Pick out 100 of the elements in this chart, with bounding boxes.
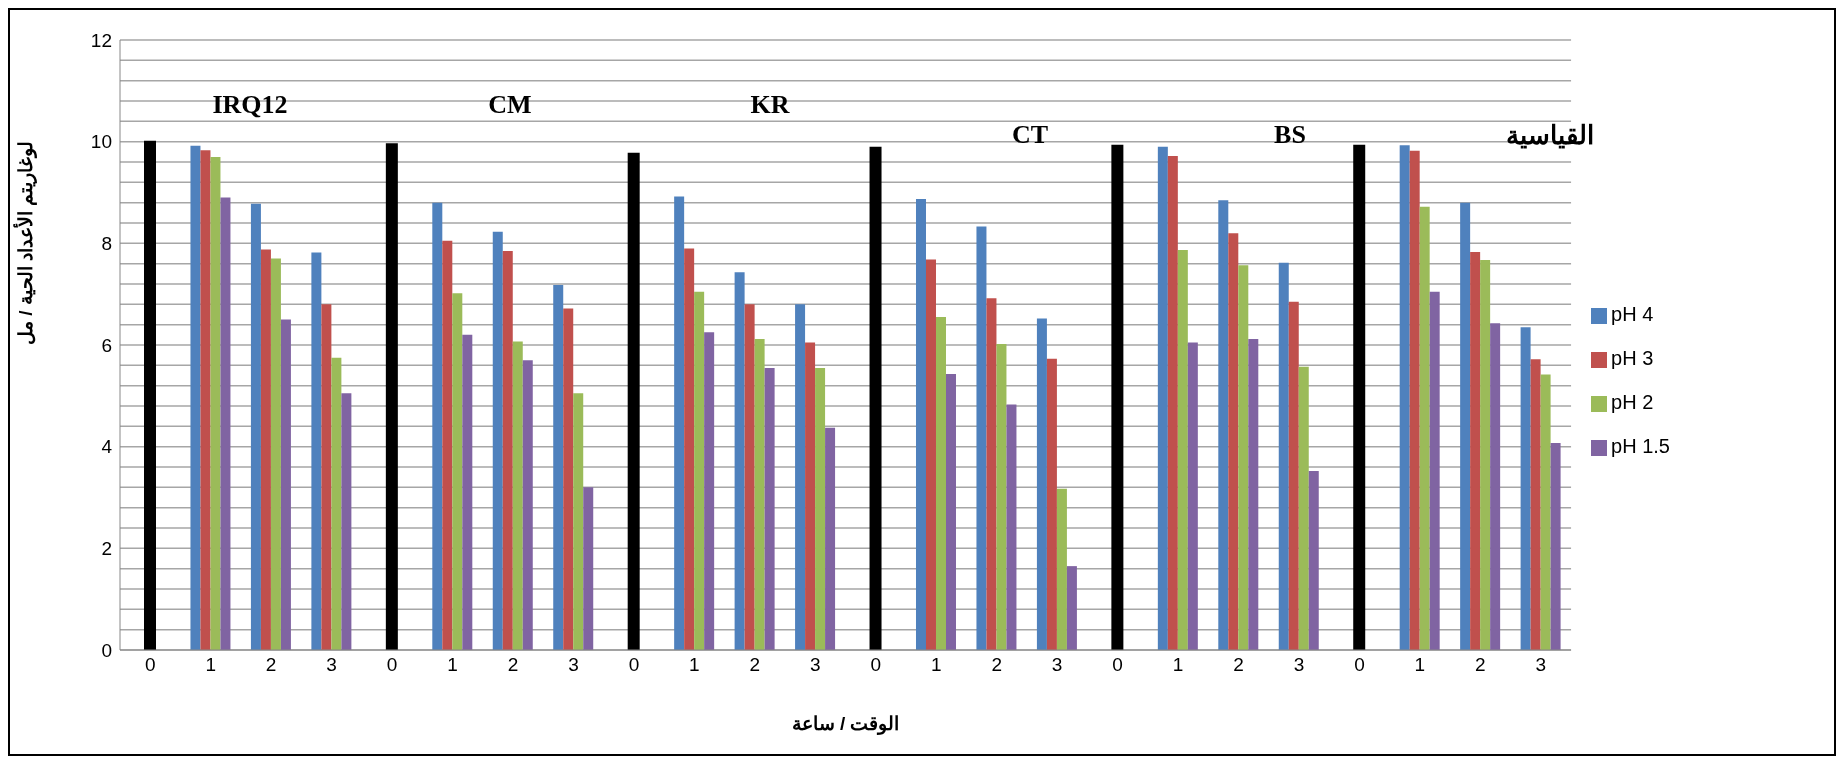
bar xyxy=(1111,144,1124,650)
bar xyxy=(925,259,936,650)
bar xyxy=(704,332,715,650)
x-tick-label: 3 xyxy=(568,654,579,676)
bar xyxy=(210,156,221,650)
bar xyxy=(1399,145,1410,650)
bar xyxy=(331,357,342,650)
x-tick-label: 3 xyxy=(1293,654,1305,676)
bar xyxy=(1036,318,1047,650)
bar xyxy=(1480,260,1491,650)
y-tick-label: 4 xyxy=(101,436,113,458)
bar xyxy=(915,199,926,650)
bar xyxy=(1278,262,1289,650)
bar xyxy=(734,272,745,650)
bar xyxy=(674,196,685,650)
x-tick-label: 0 xyxy=(1354,654,1365,676)
bar xyxy=(462,334,473,650)
legend-label: pH 3 xyxy=(1611,347,1654,369)
bar xyxy=(1218,200,1229,650)
x-tick-label: 3 xyxy=(1535,654,1547,676)
bar xyxy=(694,291,705,650)
legend-label: pH 4 xyxy=(1611,303,1654,325)
annotation: CT xyxy=(1010,120,1050,150)
bar xyxy=(1550,443,1561,650)
x-tick-label: 1 xyxy=(1172,654,1184,676)
bar xyxy=(1228,233,1239,650)
bar xyxy=(553,285,564,650)
bar xyxy=(945,373,956,650)
x-tick-label: 0 xyxy=(870,654,882,676)
bar xyxy=(1490,323,1501,650)
bar xyxy=(1460,202,1471,650)
bar xyxy=(1056,488,1067,650)
bar xyxy=(563,308,574,650)
bar xyxy=(795,304,806,650)
bar xyxy=(1520,327,1531,650)
y-tick-label: 0 xyxy=(101,639,112,661)
bar xyxy=(385,143,398,650)
bar xyxy=(341,393,352,650)
bar xyxy=(1046,358,1057,650)
bar xyxy=(250,203,261,650)
bar xyxy=(684,248,695,650)
bar xyxy=(200,150,211,650)
x-tick-label: 0 xyxy=(386,654,398,676)
bar xyxy=(1238,265,1249,650)
bar xyxy=(869,146,882,650)
x-axis-title: الوقت / ساعة xyxy=(791,713,900,735)
bar xyxy=(144,140,156,650)
bar xyxy=(442,240,453,650)
bar xyxy=(220,197,231,650)
x-tick-label: 1 xyxy=(930,654,942,676)
bar xyxy=(1429,291,1440,650)
bar xyxy=(815,367,826,650)
x-tick-label: 2 xyxy=(991,654,1002,676)
annotation: KR xyxy=(749,90,791,120)
bar xyxy=(996,343,1007,650)
bar xyxy=(190,145,201,650)
bar xyxy=(1006,404,1017,650)
x-tick-label: 2 xyxy=(1233,654,1244,676)
bar xyxy=(1409,150,1420,650)
bar xyxy=(935,317,946,650)
bar xyxy=(976,226,987,650)
x-tick-label: 3 xyxy=(1051,654,1063,676)
bar xyxy=(1187,342,1198,650)
bar xyxy=(1540,374,1551,650)
bar xyxy=(805,342,816,650)
x-tick-label: 2 xyxy=(507,654,519,676)
legend-label: pH 1.5 xyxy=(1611,435,1670,457)
bar xyxy=(432,202,443,650)
bar xyxy=(754,338,765,650)
bar xyxy=(512,341,523,650)
bar xyxy=(627,152,640,650)
x-tick-label: 0 xyxy=(144,654,156,676)
bar xyxy=(280,319,291,650)
bar xyxy=(573,393,584,650)
bar xyxy=(744,304,755,650)
bar xyxy=(270,258,281,650)
x-tick-label: 0 xyxy=(628,654,640,676)
bar xyxy=(311,252,322,650)
bar xyxy=(1288,301,1299,650)
bar xyxy=(1248,338,1259,650)
bar xyxy=(1177,249,1188,650)
y-tick-label: 10 xyxy=(90,131,112,153)
y-tick-label: 2 xyxy=(101,538,112,560)
annotation: BS xyxy=(1273,120,1307,150)
bar xyxy=(1167,155,1178,650)
bar xyxy=(1308,471,1319,650)
bar xyxy=(522,360,533,650)
bar xyxy=(502,250,513,650)
y-tick-label: 8 xyxy=(101,233,112,255)
annotation: CM xyxy=(487,90,533,120)
legend-label: pH 2 xyxy=(1611,391,1654,413)
x-tick-label: 2 xyxy=(749,654,761,676)
bar xyxy=(1530,359,1541,650)
bar xyxy=(1353,144,1366,650)
bar xyxy=(1419,206,1430,650)
bar xyxy=(1298,366,1309,650)
y-tick-label: 12 xyxy=(90,29,112,51)
x-tick-label: 1 xyxy=(689,654,700,676)
x-tick-label: 3 xyxy=(810,654,821,676)
y-tick-label: 6 xyxy=(101,334,112,356)
